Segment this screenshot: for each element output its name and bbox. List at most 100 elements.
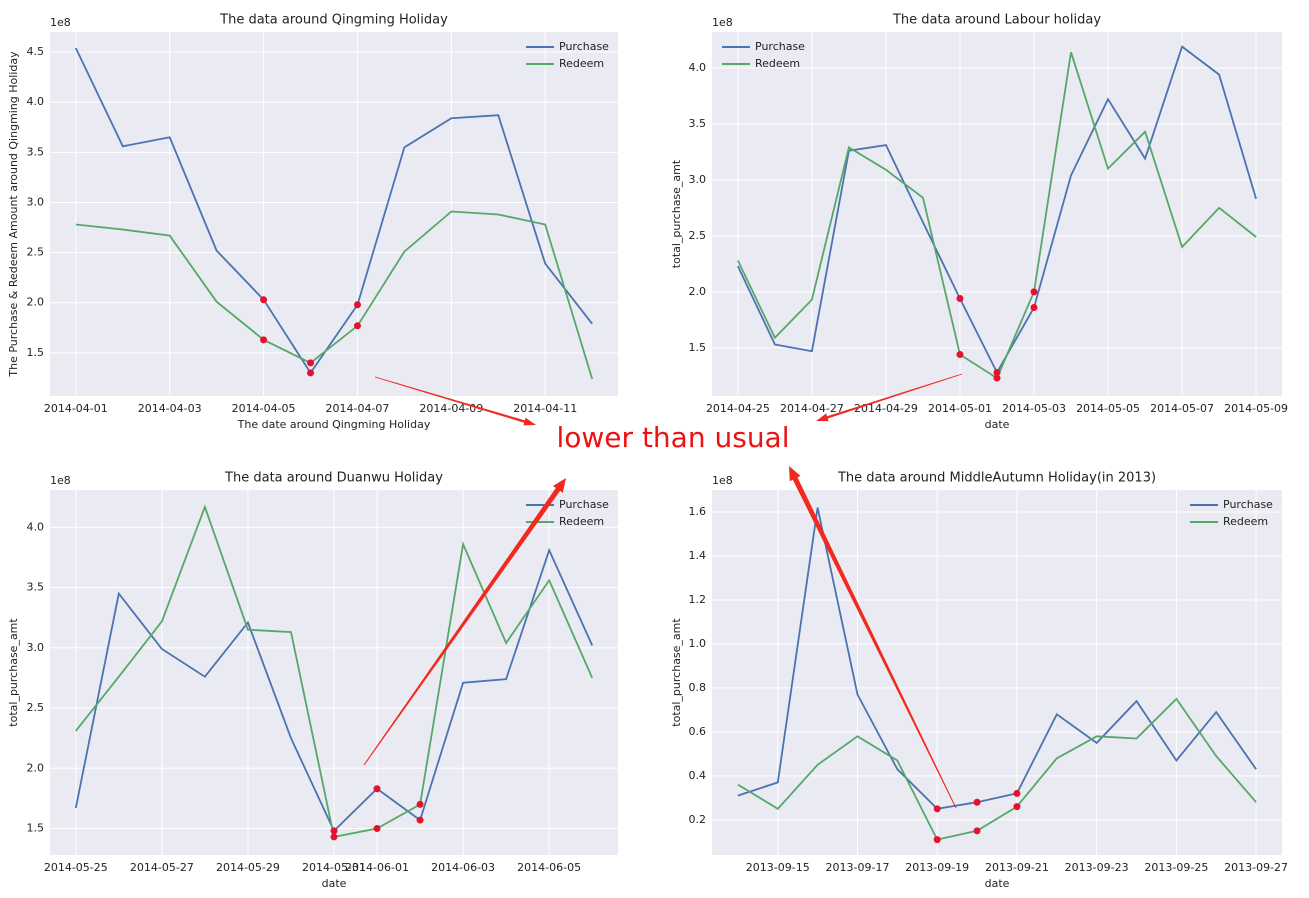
x-axis-label: date: [985, 418, 1010, 431]
y-tick-label: 3.5: [27, 145, 45, 158]
y-tick-label: 2.0: [27, 296, 45, 309]
legend-label: Redeem: [559, 515, 604, 528]
x-tick-label: 2014-05-05: [1076, 402, 1140, 415]
chart: 0.2 0.4 0.6 0.8 1.0 1.2 1.4 1.6 2013-09-15 2013-0…: [670, 471, 1288, 891]
highlight-point: [973, 827, 981, 835]
arrow: [363, 478, 566, 766]
chart: 1.5 2.0 2.5 3.0 3.5 4.0 4.5 2014-04-01 2014-04-0…: [7, 13, 618, 431]
plot-area: [712, 490, 1282, 855]
y-tick-label: 1.5: [27, 821, 45, 834]
x-tick-label: 2014-06-03: [431, 861, 495, 874]
chart-title: The data around Labour holiday: [892, 13, 1101, 28]
x-axis-label: date: [985, 877, 1010, 890]
y-axis-label: The Purchase & Redeem Amount around Qing…: [7, 51, 20, 378]
highlight-point: [330, 833, 338, 841]
x-tick-label: 2014-04-05: [232, 402, 296, 415]
offset-label: 1e8: [50, 16, 71, 29]
x-tick-label: 2014-04-29: [854, 402, 918, 415]
x-tick-label: 2014-04-07: [326, 402, 390, 415]
highlight-point: [1030, 288, 1038, 296]
y-tick-label: 4.5: [27, 45, 45, 58]
arrow: [816, 373, 963, 422]
y-tick-label: 3.5: [27, 581, 45, 594]
y-tick-label: 4.0: [689, 61, 707, 74]
x-tick-label: 2014-05-09: [1224, 402, 1288, 415]
offset-label: 1e8: [712, 16, 733, 29]
highlight-point: [933, 805, 941, 813]
plot-area: [50, 32, 618, 396]
y-tick-label: 0.4: [689, 769, 707, 782]
highlight-point: [416, 816, 424, 824]
highlight-point: [373, 785, 381, 793]
highlight-point: [307, 359, 315, 367]
legend-label: Purchase: [755, 40, 805, 53]
x-tick-label: 2013-09-19: [905, 861, 969, 874]
y-tick-label: 1.0: [689, 637, 707, 650]
legend-label: Redeem: [1223, 515, 1268, 528]
chart-title: The data around MiddleAutumn Holiday(in …: [837, 471, 1156, 486]
y-tick-label: 0.2: [689, 813, 707, 826]
offset-label: 1e8: [50, 474, 71, 487]
line: [737, 697, 1257, 841]
x-tick-label: 2014-05-25: [44, 861, 108, 874]
line: [75, 210, 594, 380]
y-tick-label: 1.4: [689, 549, 707, 562]
highlight-point: [330, 827, 338, 835]
highlight-point: [1030, 304, 1038, 312]
chart: 1.5 2.0 2.5 3.0 3.5 4.0 2014-04-25 2014-04-27 20…: [670, 13, 1288, 432]
x-tick-label: 2014-05-31: [302, 861, 366, 874]
x-tick-label: 2013-09-15: [746, 861, 810, 874]
y-axis-label: total_purchase_amt: [7, 618, 20, 727]
x-tick-label: 2013-09-27: [1224, 861, 1288, 874]
chart-title: The data around Qingming Holiday: [219, 13, 448, 28]
plot-area: [712, 32, 1282, 396]
y-tick-label: 2.5: [689, 229, 707, 242]
highlight-point: [993, 374, 1001, 382]
highlight-point: [416, 800, 424, 808]
y-tick-label: 4.0: [27, 520, 45, 533]
x-axis-label: The date around Qingming Holiday: [237, 418, 431, 431]
x-tick-label: 2013-09-17: [826, 861, 890, 874]
chart-title: The data around Duanwu Holiday: [224, 471, 443, 486]
y-tick-label: 2.5: [27, 246, 45, 259]
offset-label: 1e8: [712, 474, 733, 487]
x-tick-label: 2013-09-21: [985, 861, 1049, 874]
legend-label: Purchase: [559, 498, 609, 511]
x-tick-label: 2014-05-01: [928, 402, 992, 415]
highlight-point: [260, 296, 268, 304]
highlight-point: [260, 336, 268, 344]
x-tick-label: 2014-04-25: [706, 402, 770, 415]
highlight-point: [1013, 803, 1021, 811]
charts: 1.5 2.0 2.5 3.0 3.5 4.0 4.5 2014-04-01 2014-04-0…: [7, 13, 1288, 891]
y-tick-label: 0.8: [689, 681, 707, 694]
y-tick-label: 2.0: [27, 761, 45, 774]
x-tick-label: 2013-09-23: [1065, 861, 1129, 874]
arrow: [789, 466, 957, 809]
x-axis-label: date: [322, 877, 347, 890]
y-tick-label: 3.0: [689, 173, 707, 186]
x-tick-label: 2014-06-05: [517, 861, 581, 874]
y-tick-label: 3.0: [27, 641, 45, 654]
x-tick-label: 2014-04-11: [513, 402, 577, 415]
y-tick-label: 2.0: [689, 285, 707, 298]
y-tick-label: 3.0: [27, 195, 45, 208]
x-tick-label: 2014-04-27: [780, 402, 844, 415]
x-tick-label: 2014-04-03: [138, 402, 202, 415]
highlight-point: [353, 301, 361, 309]
y-tick-label: 0.6: [689, 725, 707, 738]
y-axis-label: total_purchase_amt: [670, 618, 683, 727]
arrow: [374, 376, 536, 426]
x-tick-label: 2014-04-01: [44, 402, 108, 415]
highlight-point: [353, 322, 361, 330]
chart: 1.5 2.0 2.5 3.0 3.5 4.0 2014-05-25 2014-05-27 20…: [7, 471, 618, 890]
legend-label: Redeem: [559, 57, 604, 70]
y-tick-label: 2.5: [27, 701, 45, 714]
y-tick-label: 4.0: [27, 95, 45, 108]
x-tick-label: 2014-05-27: [130, 861, 194, 874]
y-axis-label: total_purchase_amt: [670, 159, 683, 268]
line: [74, 47, 593, 375]
x-tick-label: 2014-05-29: [216, 861, 280, 874]
highlight-point: [973, 798, 981, 806]
y-tick-label: 1.5: [27, 346, 45, 359]
